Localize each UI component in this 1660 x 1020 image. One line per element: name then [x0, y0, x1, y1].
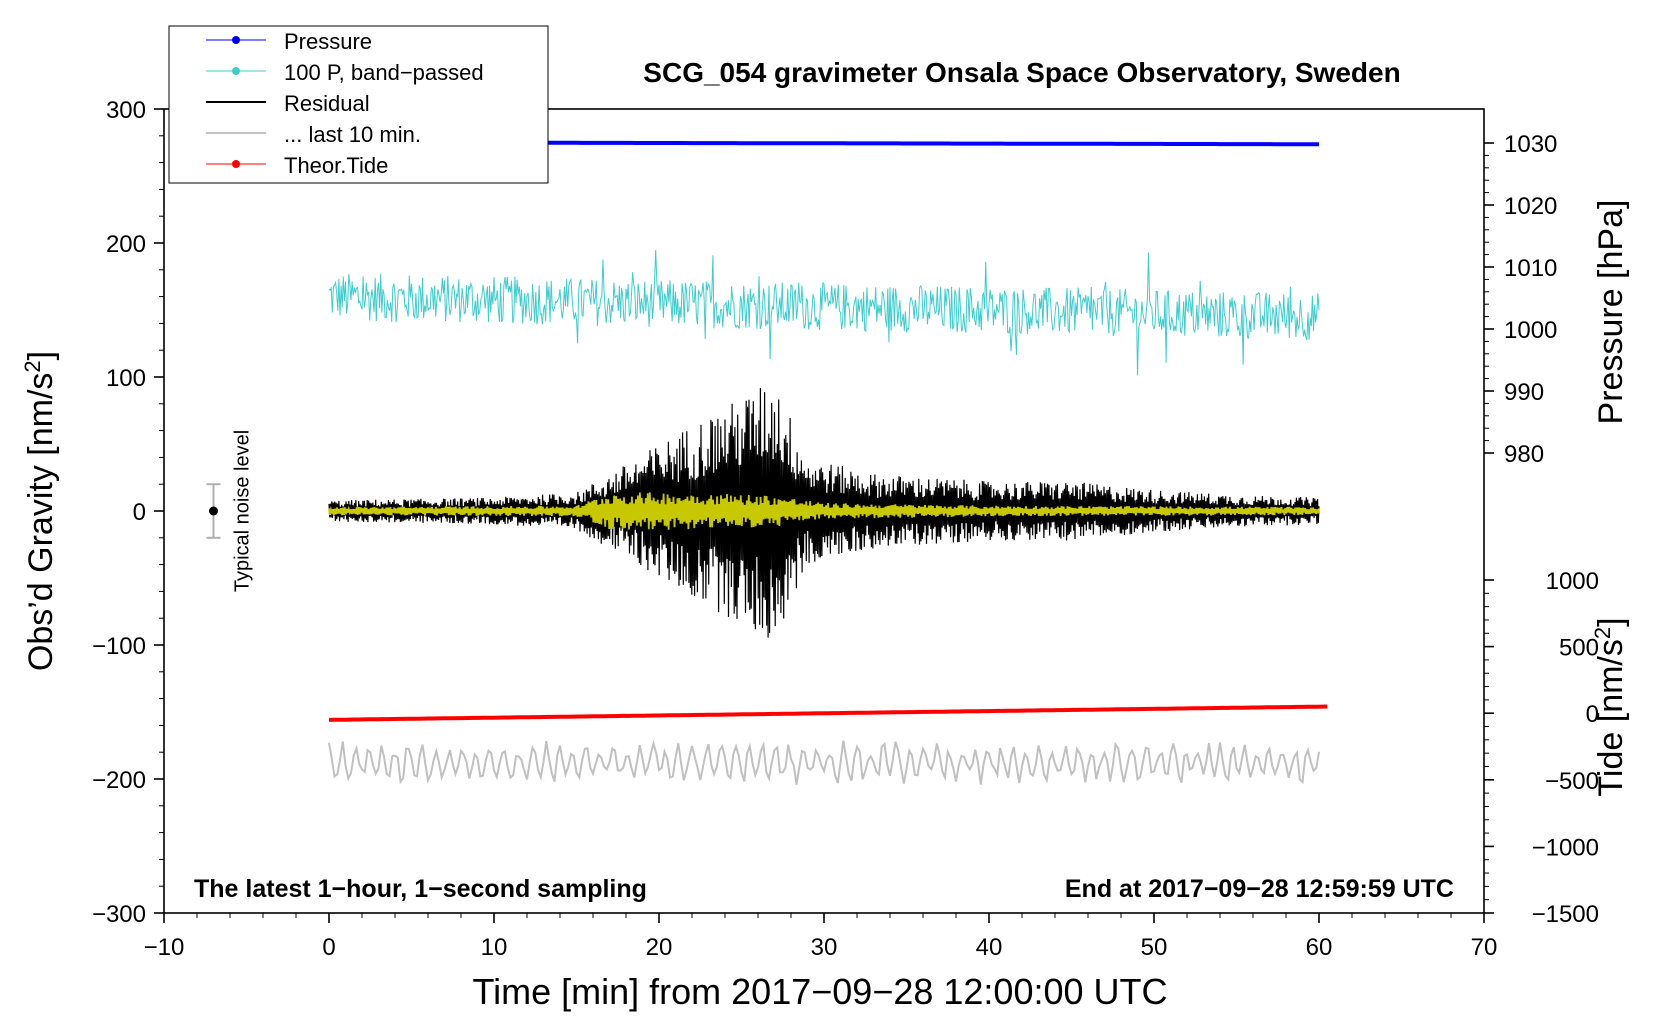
y-axis-label: Obs’d Gravity [nm/s2] [20, 351, 61, 671]
x-tick-label: 0 [322, 934, 335, 961]
x-tick-label: 60 [1306, 934, 1333, 961]
x-tick-label: 40 [976, 934, 1003, 961]
x-tick-label: 20 [646, 934, 673, 961]
series-theor-tide [328, 704, 1328, 722]
legend-box [168, 25, 549, 184]
pressure-tick-label: 1030 [1504, 131, 1557, 158]
series-residual [328, 388, 1320, 638]
x-tick-label: −10 [144, 934, 185, 961]
tide-tick-label: 0 [1586, 701, 1599, 728]
annotation-latest-hour: The latest 1−hour, 1−second sampling [194, 875, 647, 903]
tide-tick-label: 500 [1559, 635, 1599, 662]
legend-label-last-10-min: ... last 10 min. [284, 122, 421, 147]
noise-indicator: Typical noise level [206, 430, 254, 592]
legend-marker-band-passed [232, 67, 240, 75]
series-100-p-band-passed [328, 249, 1320, 376]
pressure-tick-label: 990 [1504, 379, 1544, 406]
pressure-tick-label: 980 [1504, 441, 1544, 468]
tide-axis-label: Tide [nm/s2] [1590, 617, 1631, 796]
tide-tick-label: 1000 [1546, 568, 1599, 595]
pressure-axis-label: Pressure [hPa] [1592, 200, 1630, 425]
y-tick-label: −100 [92, 633, 146, 660]
legend: Pressure 100 P, band−passed Residual ...… [168, 25, 549, 184]
legend-entry-last-10-min: ... last 10 min. [206, 122, 421, 147]
x-tick-label: 50 [1141, 934, 1168, 961]
y-tick-label: 100 [106, 365, 146, 392]
tide-tick-label: −500 [1545, 768, 1599, 795]
y-tick-label: −200 [92, 767, 146, 794]
tide-axis: −1500 −1000 −500 0 500 1000 [1484, 568, 1599, 928]
y-tick-label: 300 [106, 97, 146, 124]
legend-entry-theor-tide: Theor.Tide [206, 153, 388, 178]
legend-label-residual: Residual [284, 91, 370, 116]
noise-label: Typical noise level [232, 430, 254, 592]
noise-center-dot [209, 506, 218, 516]
legend-entry-pressure: Pressure [206, 29, 372, 54]
x-tick-label: 10 [481, 934, 508, 961]
legend-entry-band-passed: 100 P, band−passed [206, 60, 484, 85]
series-last-10-min [328, 739, 1320, 785]
legend-marker-theor-tide [232, 160, 240, 168]
x-tick-label: 70 [1471, 934, 1498, 961]
x-axis: −10 0 10 20 30 40 50 60 70 [144, 913, 1498, 961]
legend-entry-residual: Residual [206, 91, 370, 116]
series-residual-filtered [328, 492, 1320, 530]
pressure-tick-label: 1010 [1504, 255, 1557, 282]
legend-label-pressure: Pressure [284, 29, 372, 54]
y-tick-label: 0 [133, 499, 146, 526]
legend-label-theor-tide: Theor.Tide [284, 153, 388, 178]
annotation-end-time: End at 2017−09−28 12:59:59 UTC [1065, 875, 1454, 903]
x-tick-label: 30 [811, 934, 838, 961]
pressure-axis: 980 990 1000 1010 1020 1030 [1484, 131, 1557, 468]
pressure-tick-label: 1000 [1504, 317, 1557, 344]
legend-marker-pressure [232, 36, 240, 44]
legend-label-band-passed: 100 P, band−passed [284, 60, 484, 85]
pressure-tick-label: 1020 [1504, 193, 1557, 220]
y-axis: −300 −200 −100 0 100 200 300 [92, 97, 164, 928]
series-layer [328, 140, 1328, 785]
x-axis-label: Time [min] from 2017−09−28 12:00:00 UTC [472, 971, 1167, 1012]
y-tick-label: −300 [92, 901, 146, 928]
tide-tick-label: −1000 [1532, 834, 1599, 861]
y-tick-label: 200 [106, 231, 146, 258]
tide-tick-label: −1500 [1532, 901, 1599, 928]
chart-title: SCG_054 gravimeter Onsala Space Observat… [643, 57, 1400, 88]
